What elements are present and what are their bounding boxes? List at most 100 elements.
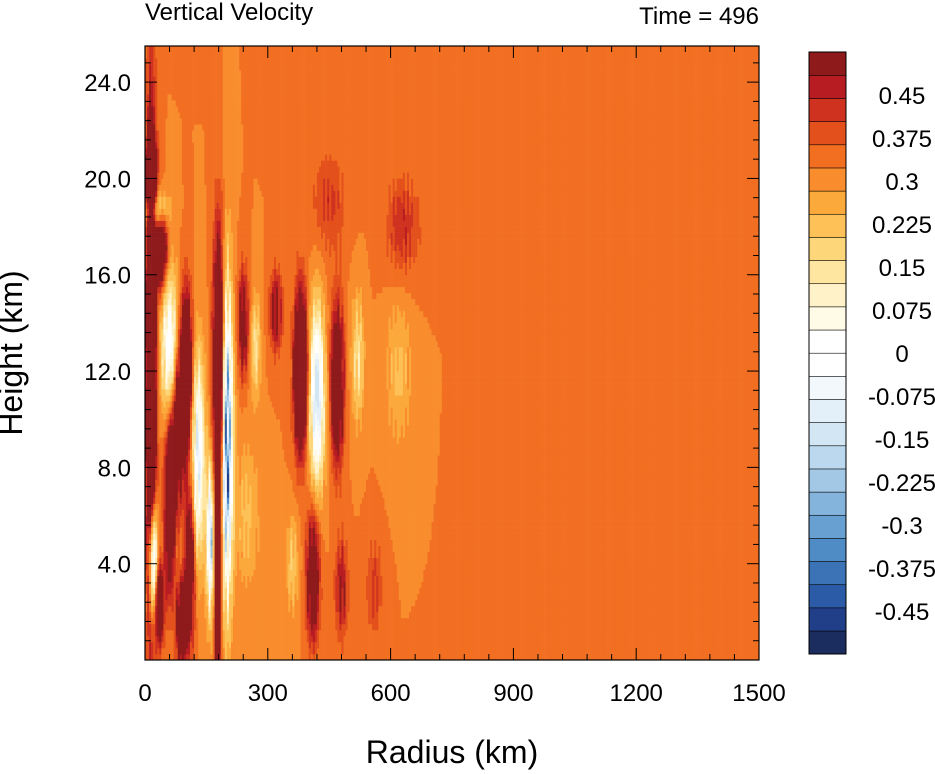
heatmap-cell	[722, 593, 725, 601]
heatmap-cell	[175, 593, 179, 601]
heatmap-cell	[654, 611, 657, 619]
heatmap-cell	[398, 605, 402, 613]
heatmap-cell	[449, 623, 453, 631]
heatmap-cell	[468, 629, 471, 637]
heatmap-cell	[511, 605, 514, 613]
heatmap-cell	[677, 611, 680, 619]
heatmap-cell	[220, 587, 224, 595]
heatmap-cell	[720, 635, 723, 643]
heatmap-cell	[253, 629, 256, 637]
heatmap-cell	[398, 647, 402, 655]
heatmap-cell	[447, 557, 451, 564]
heatmap-cell	[664, 611, 668, 619]
heatmap-cell	[537, 587, 541, 595]
heatmap-cell	[585, 605, 588, 613]
heatmap-cell	[607, 581, 610, 589]
heatmap-cell	[488, 557, 492, 564]
heatmap-cell	[388, 617, 391, 625]
heatmap-cell	[363, 593, 367, 601]
heatmap-cell	[509, 557, 512, 564]
heatmap-cell	[478, 617, 481, 625]
heatmap-cell	[210, 653, 213, 661]
heatmap-cell	[327, 569, 330, 577]
heatmap-cell	[556, 605, 559, 613]
heatmap-cell	[452, 647, 455, 655]
heatmap-cell	[423, 623, 426, 631]
heatmap-cell	[701, 581, 705, 589]
heatmap-cell	[562, 629, 565, 637]
heatmap-cell	[396, 587, 400, 595]
heatmap-cell	[619, 575, 623, 583]
heatmap-cell	[302, 587, 305, 595]
heatmap-cell	[167, 629, 170, 637]
heatmap-cell	[288, 581, 291, 589]
heatmap-cell	[486, 605, 490, 613]
heatmap-cell	[282, 623, 285, 631]
heatmap-cell	[145, 641, 148, 649]
heatmap-cell	[331, 587, 334, 595]
heatmap-cell	[527, 635, 531, 643]
heatmap-cell	[169, 593, 172, 601]
heatmap-cell	[456, 605, 459, 613]
heatmap-cell	[433, 653, 436, 661]
heatmap-cell	[726, 575, 729, 583]
heatmap-cell	[589, 635, 592, 643]
heatmap-cell	[470, 563, 473, 571]
heatmap-cell	[292, 587, 295, 595]
heatmap-cell	[392, 599, 395, 607]
heatmap-cell	[169, 557, 172, 564]
heatmap-cell	[519, 647, 522, 655]
heatmap-cell	[294, 569, 297, 577]
heatmap-cell	[452, 563, 455, 571]
heatmap-cell	[187, 557, 191, 564]
heatmap-cell	[497, 647, 500, 655]
heatmap-cell	[589, 593, 592, 601]
heatmap-cell	[617, 617, 621, 625]
heatmap-cell	[284, 605, 287, 613]
heatmap-cell	[664, 605, 668, 613]
heatmap-cell	[249, 641, 252, 649]
heatmap-cell	[726, 587, 729, 595]
heatmap-cell	[470, 635, 473, 643]
heatmap-cell	[147, 581, 150, 589]
heatmap-cell	[413, 617, 416, 625]
heatmap-cell	[159, 575, 162, 583]
heatmap-cell	[363, 563, 367, 571]
heatmap-cell	[595, 581, 598, 589]
heatmap-cell	[542, 641, 545, 649]
heatmap-cell	[464, 635, 467, 643]
heatmap-cell	[554, 617, 557, 625]
heatmap-cell	[282, 581, 285, 589]
heatmap-cell	[683, 599, 686, 607]
heatmap-cell	[711, 563, 715, 571]
heatmap-cell	[267, 641, 271, 649]
heatmap-cell	[646, 653, 649, 661]
heatmap-cell	[382, 629, 385, 637]
heatmap-cell	[648, 569, 651, 577]
heatmap-cell	[724, 623, 727, 631]
heatmap-cell	[218, 641, 222, 649]
heatmap-cell	[499, 617, 502, 625]
heatmap-cell	[570, 623, 574, 631]
heatmap-cell	[368, 617, 371, 625]
heatmap-cell	[609, 647, 612, 655]
heatmap-cell	[658, 563, 662, 571]
heatmap-cell	[638, 617, 641, 625]
heatmap-cell	[460, 635, 463, 643]
heatmap-cell	[625, 581, 629, 589]
heatmap-cell	[668, 605, 672, 613]
heatmap-cell	[628, 605, 631, 613]
heatmap-cell	[562, 617, 565, 625]
heatmap-cell	[169, 599, 172, 607]
heatmap-cell	[656, 581, 660, 589]
heatmap-cell	[525, 635, 529, 643]
heatmap-cell	[271, 647, 275, 655]
heatmap-cell	[740, 635, 743, 643]
heatmap-cell	[697, 563, 700, 571]
heatmap-cell	[404, 641, 408, 649]
heatmap-cell	[247, 599, 250, 607]
heatmap-cell	[535, 587, 539, 595]
heatmap-cell	[501, 569, 504, 577]
heatmap-cell	[574, 593, 578, 601]
heatmap-cell	[361, 569, 365, 577]
